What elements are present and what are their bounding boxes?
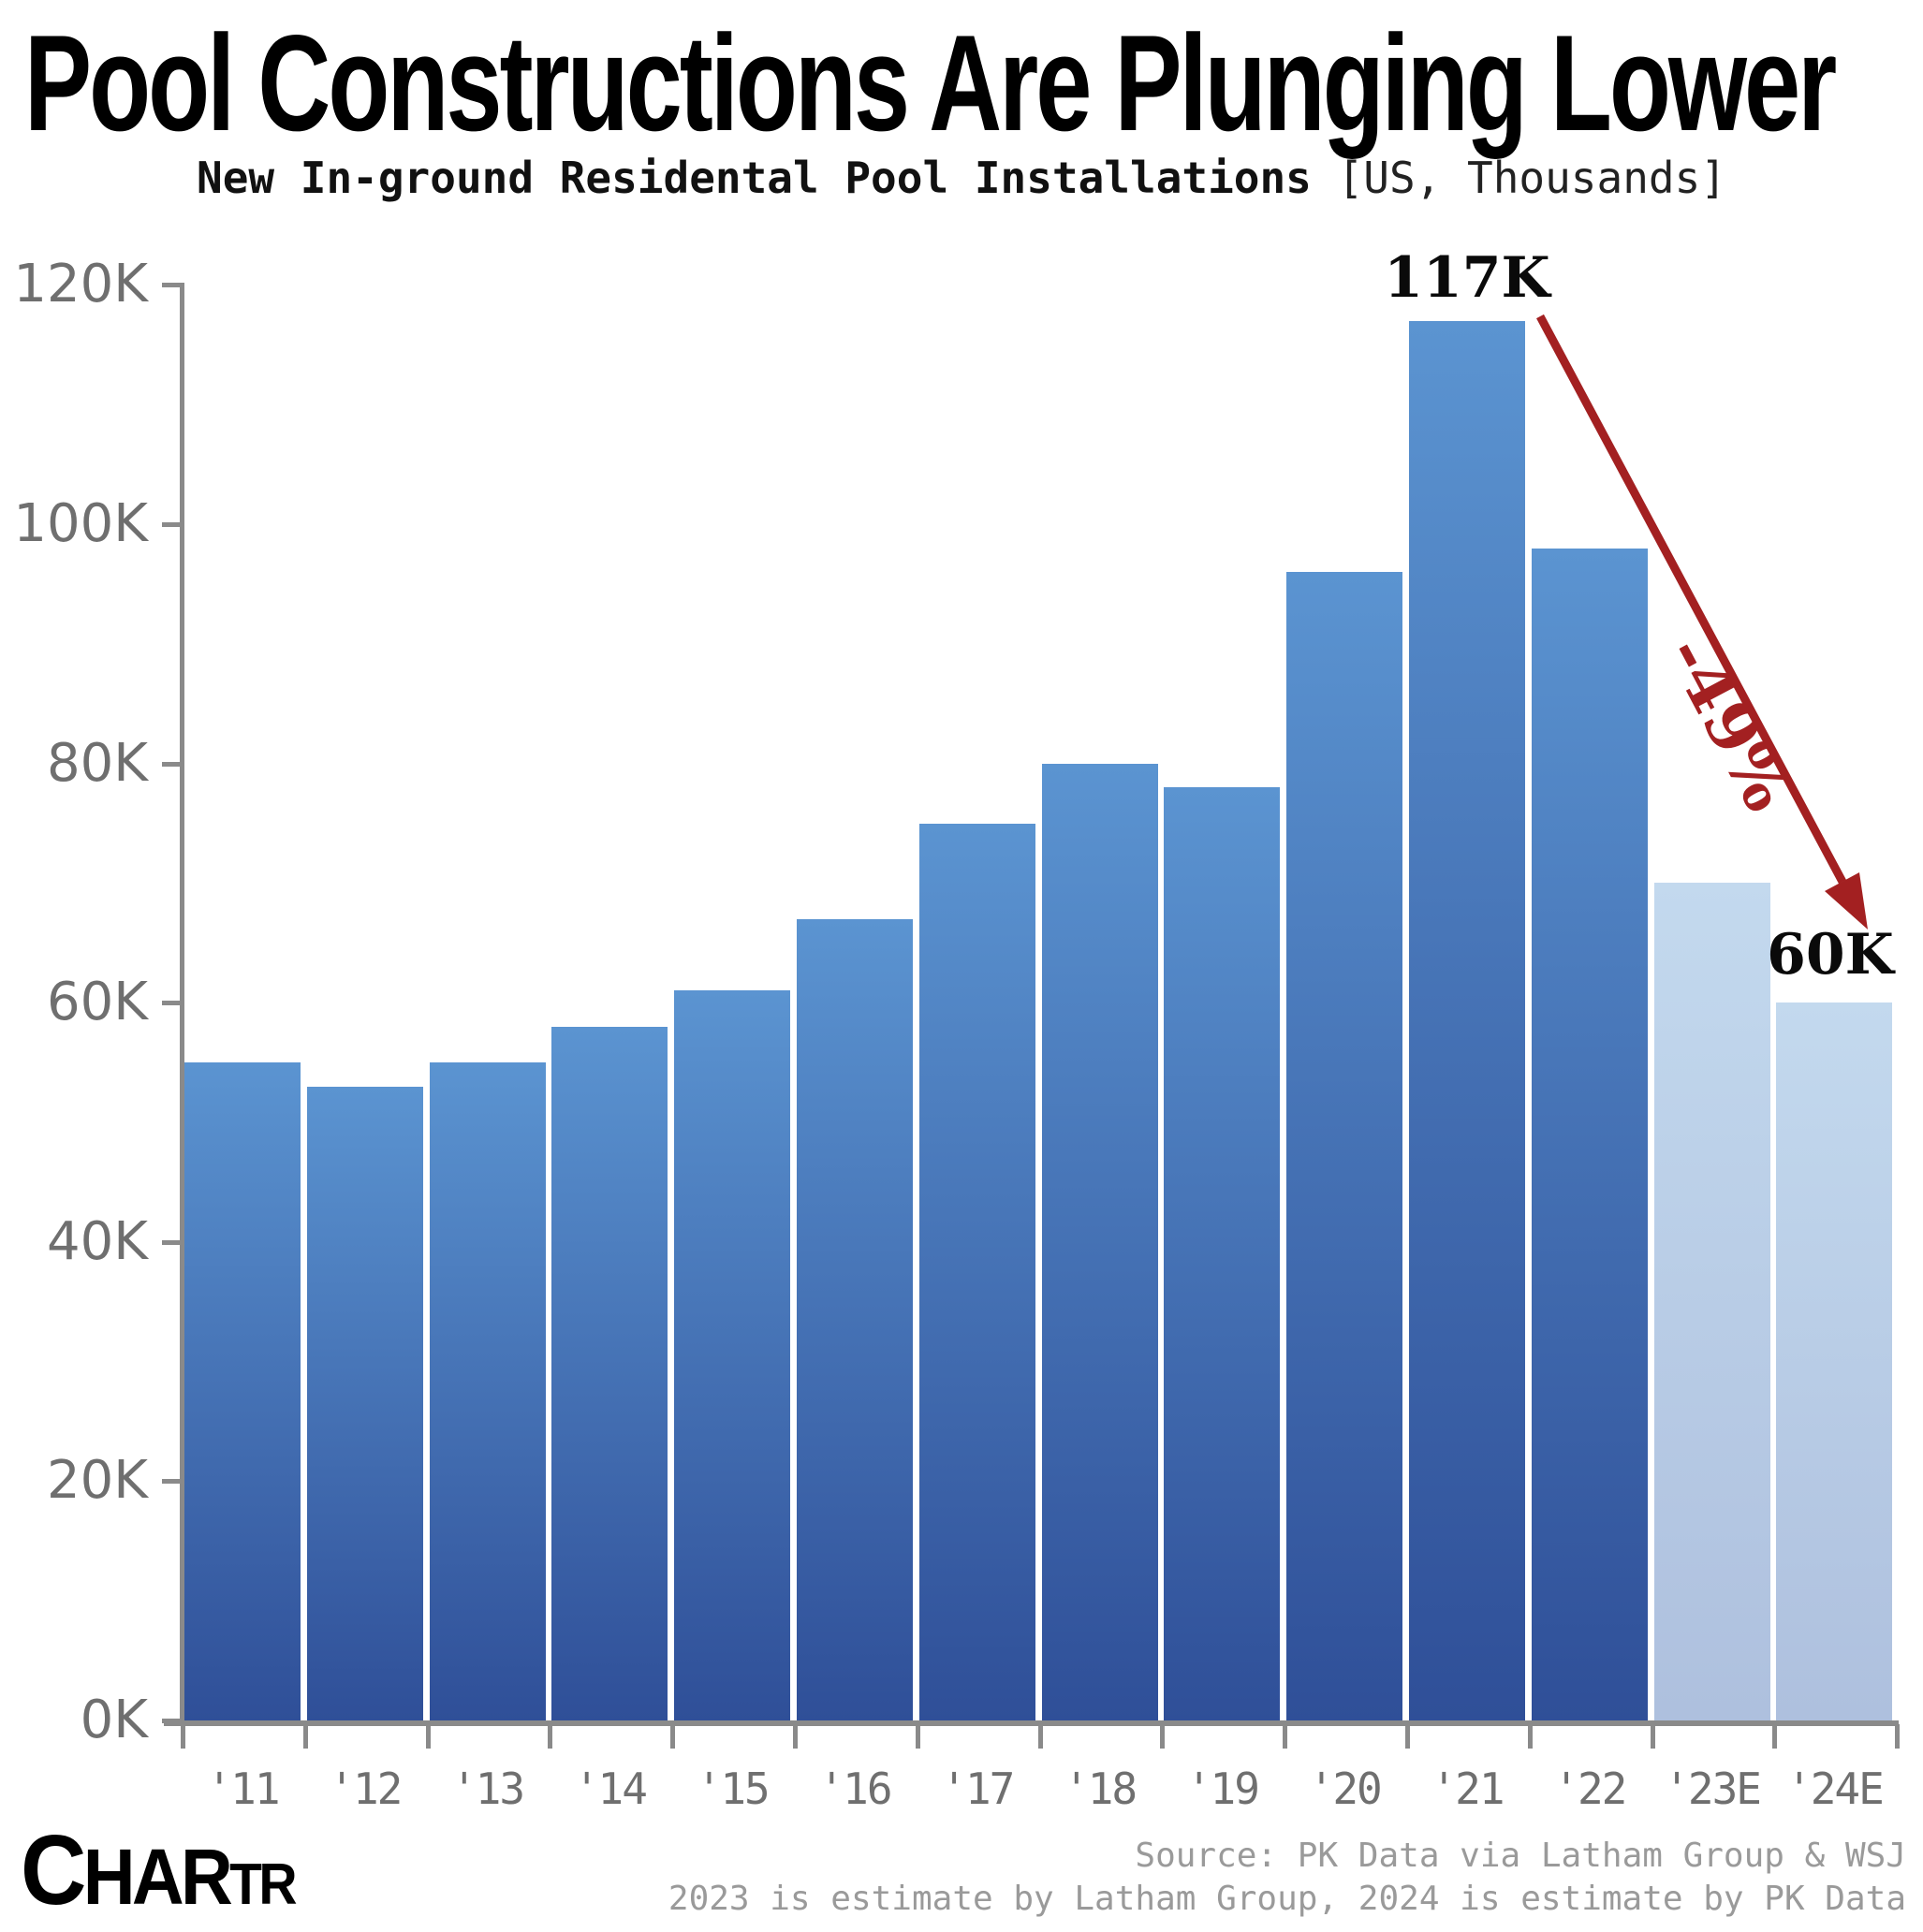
logo-letters-tr: TR — [229, 1852, 297, 1917]
x-axis-label-17: '17 — [941, 1764, 1015, 1814]
chart-subtitle-main: New In-ground Residental Pool Installati… — [197, 153, 1312, 203]
x-axis-tick — [1160, 1724, 1166, 1749]
x-axis-label-11: '11 — [206, 1764, 280, 1814]
x-axis-tick — [915, 1724, 920, 1749]
x-axis-tick — [793, 1724, 798, 1749]
x-axis-label-14: '14 — [573, 1764, 648, 1814]
bar-16 — [797, 918, 913, 1720]
bar-15 — [674, 990, 791, 1720]
bar-21 — [1409, 320, 1525, 1720]
logo-letters-har: HAR — [82, 1833, 233, 1921]
x-axis-tick — [1772, 1724, 1778, 1749]
x-axis-tick — [302, 1724, 308, 1749]
bar-12 — [306, 1086, 423, 1720]
x-axis-label-20: '20 — [1308, 1764, 1383, 1814]
y-axis-label-40K: 40K — [47, 1210, 148, 1272]
logo-letter-c: C — [21, 1815, 86, 1925]
y-axis-label-0K: 0K — [80, 1690, 148, 1750]
source-note: Source: PK Data via Latham Group & WSJ 2… — [408, 1835, 1906, 1921]
bar-14 — [551, 1026, 668, 1720]
x-axis-tick — [181, 1724, 185, 1749]
x-axis-label-21: '21 — [1431, 1764, 1505, 1814]
bar-24E — [1776, 1003, 1893, 1720]
bar-23E — [1653, 883, 1770, 1720]
x-axis-tick — [1405, 1724, 1410, 1749]
bar-22 — [1531, 548, 1648, 1720]
x-axis-label-19: '19 — [1185, 1764, 1260, 1814]
y-axis-tick-120K — [162, 283, 183, 288]
source-line-2: 2023 is estimate by Latham Group, 2024 i… — [668, 1880, 1906, 1918]
y-axis-label-120K: 120K — [13, 254, 148, 315]
y-axis-tick-40K — [162, 1239, 183, 1245]
y-axis-tick-100K — [162, 522, 183, 527]
x-axis-label-22: '22 — [1553, 1764, 1627, 1814]
x-axis-label-23E: '23E — [1664, 1764, 1762, 1814]
x-axis-label-13: '13 — [451, 1764, 525, 1814]
x-axis-tick — [425, 1724, 431, 1749]
x-axis-label-24E: '24E — [1786, 1764, 1885, 1814]
chart-subtitle-units: [US, Thousands] — [1337, 153, 1726, 203]
chart-title: Pool Constructions Are Plunging Lower — [24, 7, 1837, 159]
y-axis-label-20K: 20K — [47, 1450, 148, 1512]
y-axis-label-60K: 60K — [47, 972, 148, 1033]
x-axis-line — [164, 1720, 1899, 1726]
x-axis-tick — [1650, 1724, 1655, 1749]
chart-subtitle: New In-ground Residental Pool Installati… — [0, 152, 1923, 204]
x-axis-tick — [670, 1724, 676, 1749]
x-axis-label-15: '15 — [696, 1764, 771, 1814]
peak-value-label: 117K — [1384, 245, 1550, 311]
x-axis-label-16: '16 — [818, 1764, 892, 1814]
x-axis-tick — [1283, 1724, 1288, 1749]
end-value-label: 60K — [1767, 922, 1894, 988]
x-axis-tick — [1527, 1724, 1533, 1749]
bar-19 — [1164, 787, 1281, 1720]
bar-17 — [918, 823, 1035, 1720]
chartr-logo: CHARTR — [21, 1815, 298, 1932]
bar-18 — [1041, 763, 1158, 1720]
y-axis-label-80K: 80K — [47, 732, 148, 794]
x-axis-tick — [1037, 1724, 1043, 1749]
y-axis-tick-0K — [162, 1719, 183, 1723]
x-axis-label-18: '18 — [1064, 1764, 1138, 1814]
y-axis-tick-80K — [162, 761, 183, 767]
x-axis-tick — [1895, 1724, 1901, 1749]
y-axis-tick-20K — [162, 1479, 183, 1485]
bar-20 — [1286, 572, 1403, 1720]
source-line-1: Source: PK Data via Latham Group & WSJ — [1135, 1837, 1906, 1875]
y-axis-tick-60K — [162, 1001, 183, 1006]
x-axis-label-12: '12 — [329, 1764, 403, 1814]
bar-13 — [429, 1062, 546, 1720]
bar-11 — [184, 1062, 301, 1720]
x-axis-tick — [548, 1724, 553, 1749]
y-axis-label-100K: 100K — [13, 493, 148, 554]
